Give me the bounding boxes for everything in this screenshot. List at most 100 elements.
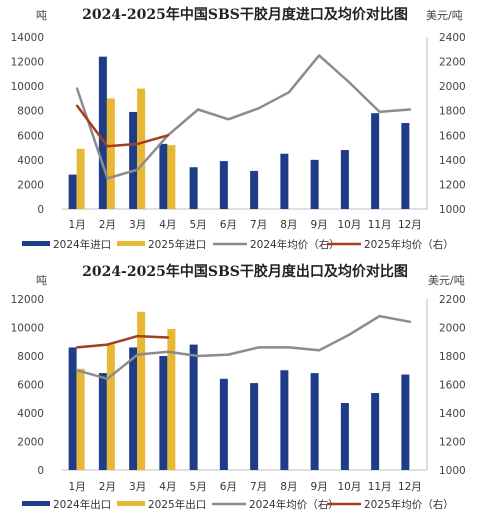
- chart2-bar-2024-0: [68, 347, 77, 470]
- chart2-y2-tick-5: 2000: [439, 323, 466, 335]
- chart2-line-2025: [75, 334, 170, 349]
- chart1-legend-swatch-0: [22, 241, 50, 246]
- chart2-legend-label-0: 2024年出口: [53, 498, 111, 511]
- chart1-bar-2024-5: [219, 161, 228, 209]
- chart2-bar-2025-0: [76, 368, 85, 470]
- chart2-legend-swatch-1: [117, 501, 145, 506]
- chart1-x-tick-2: 3月: [129, 219, 146, 231]
- chart2-bar-2024-7: [280, 370, 289, 470]
- chart2-x-tick-3: 4月: [159, 481, 176, 493]
- chart1-y2-tick-0: 1000: [439, 204, 466, 216]
- chart2-x-tick-11: 12月: [398, 481, 422, 493]
- chart1-x-tick-0: 1月: [69, 219, 86, 231]
- chart2-bar-2024-4: [189, 344, 198, 470]
- chart2-x-tick-8: 9月: [311, 481, 328, 493]
- chart1-bar-2024-3: [159, 143, 168, 209]
- chart1-x-tick-3: 4月: [159, 219, 176, 231]
- chart1-legend-label-0: 2024年进口: [53, 238, 111, 251]
- chart1-y2-tick-5: 2000: [439, 81, 466, 93]
- chart2-legend-swatch-0: [22, 501, 50, 506]
- chart1-ylabel: 吨: [36, 9, 47, 22]
- chart2-bar-2024-2: [129, 347, 138, 470]
- chart2-y2-tick-0: 1000: [439, 465, 466, 477]
- chart2-bar-2024-6: [250, 383, 259, 470]
- chart1-y2-tick-4: 1800: [439, 106, 466, 118]
- chart2-x-tick-6: 7月: [250, 481, 267, 493]
- chart1-title: 2024-2025年中国SBS干胶月度进口及均价对比图: [82, 6, 408, 23]
- chart2-bar-2024-9: [340, 403, 349, 470]
- chart1-legend-label-2: 2024年均价（右）: [250, 238, 340, 251]
- chart2-x-tick-2: 3月: [129, 481, 146, 493]
- chart1-bar-2024-7: [280, 153, 289, 209]
- chart1-x-tick-4: 5月: [190, 219, 207, 231]
- chart2-bar-2024-3: [159, 356, 168, 470]
- chart2-bar-2024-10: [371, 393, 380, 470]
- chart1-x-tick-10: 11月: [368, 219, 392, 231]
- chart1-y2-tick-7: 2400: [439, 32, 466, 44]
- chart2-y2label: 美元/吨: [428, 274, 465, 287]
- chart2-x-tick-7: 8月: [280, 481, 297, 493]
- chart1-y-tick-1: 2000: [17, 179, 44, 191]
- chart2-x-tick-4: 5月: [190, 481, 207, 493]
- chart2-legend-label-1: 2025年出口: [148, 498, 206, 511]
- chart2-plot: 0 2000 4000 6000 8000 10000 12000 1000 1200 1400 1…: [11, 294, 466, 511]
- chart1-y-tick-4: 8000: [17, 106, 44, 118]
- chart2-title: 2024-2025年中国SBS干胶月度出口及均价对比图: [82, 263, 408, 280]
- chart1-y2label: 美元/吨: [426, 9, 463, 22]
- chart2-y2-tick-1: 1200: [439, 437, 466, 449]
- chart2-y-tick-1: 2000: [17, 437, 44, 449]
- chart1-y-tick-3: 6000: [17, 130, 44, 142]
- chart2-bar-2025-3: [167, 328, 176, 470]
- chart1-legend-swatch-1: [117, 241, 145, 246]
- chart1-legend-label-3: 2025年均价（右）: [364, 238, 454, 251]
- chart2-y-tick-3: 6000: [17, 380, 44, 392]
- chart2-y2-tick-3: 1600: [439, 380, 466, 392]
- chart2-x-tick-10: 11月: [368, 481, 392, 493]
- chart2-y-tick-0: 0: [37, 465, 44, 477]
- chart2-bar-2025-2: [137, 311, 146, 470]
- chart1-x-tick-5: 6月: [220, 219, 237, 231]
- chart1-plot: 0 2000 4000 6000 8000 10000 12000 14000 1000 1200…: [11, 32, 466, 251]
- chart1-bar-2024-1: [98, 56, 107, 210]
- chart2-y2-tick-2: 1400: [439, 408, 466, 420]
- chart1-bar-2024-2: [129, 111, 138, 209]
- chart1-bar-2024-4: [189, 167, 198, 209]
- chart1-legend-label-1: 2025年进口: [148, 238, 206, 251]
- chart1-bar-2024-6: [250, 170, 259, 209]
- chart1-line-2025: [75, 104, 170, 148]
- chart2-y2-tick-6: 2200: [439, 294, 466, 306]
- chart2-bar-2025-1: [106, 344, 115, 470]
- chart2-y-tick-2: 4000: [17, 408, 44, 420]
- chart2-bar-2024-1: [98, 373, 107, 470]
- chart1-y2-tick-3: 1600: [439, 130, 466, 142]
- chart1-bar-2024-9: [340, 150, 349, 209]
- chart1-bar-2025-3: [167, 145, 176, 209]
- chart1-bar-2024-0: [68, 174, 77, 209]
- chart1-bar-2024-8: [310, 159, 319, 209]
- chart1-bar-2025-1: [106, 98, 115, 209]
- chart2-x-tick-1: 2月: [99, 481, 116, 493]
- chart1-y-tick-6: 12000: [11, 57, 44, 69]
- chart2-line-2024: [75, 314, 412, 381]
- chart1-bar-2024-11: [401, 123, 410, 209]
- chart1-x-tick-1: 2月: [99, 219, 116, 231]
- chart2-y2-tick-4: 1800: [439, 351, 466, 363]
- chart1-y-tick-2: 4000: [17, 155, 44, 167]
- chart2-x-tick-0: 1月: [69, 481, 86, 493]
- chart2-y-tick-5: 10000: [11, 323, 44, 335]
- chart2-x-tick-5: 6月: [220, 481, 237, 493]
- chart2-ylabel: 吨: [36, 274, 47, 287]
- chart1-bar-2024-10: [371, 113, 380, 209]
- chart2-bar-2024-5: [219, 378, 228, 470]
- chart1-y-tick-5: 10000: [11, 81, 44, 93]
- chart2-legend-label-3: 2025年均价（右）: [364, 498, 454, 511]
- chart1-x-tick-7: 8月: [280, 219, 297, 231]
- chart2-legend-label-2: 2024年均价（右）: [249, 498, 339, 511]
- chart1-x-tick-8: 9月: [311, 219, 328, 231]
- chart1-x-tick-9: 10月: [337, 219, 361, 231]
- chart2-y-tick-4: 8000: [17, 351, 44, 363]
- chart1-y-tick-0: 0: [37, 204, 44, 216]
- chart2-y-tick-6: 12000: [11, 294, 44, 306]
- chart1-x-tick-11: 12月: [398, 219, 422, 231]
